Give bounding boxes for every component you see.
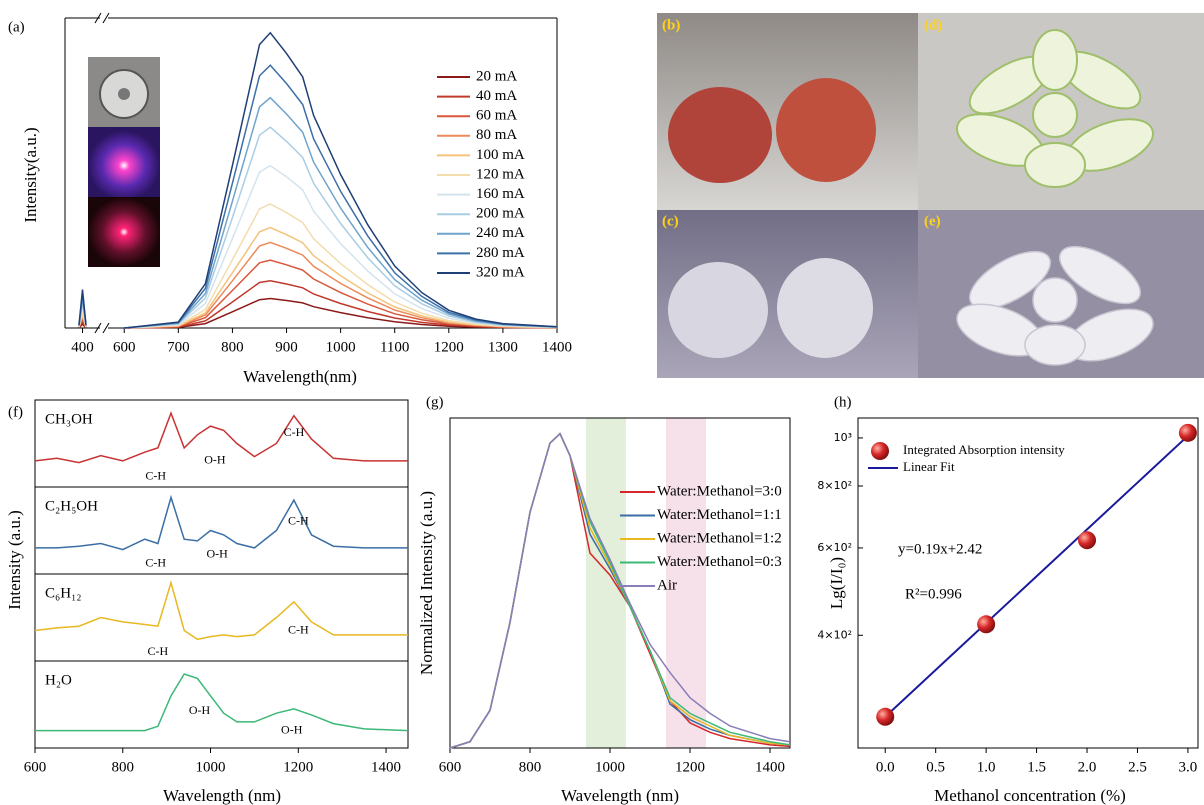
series-label: C₂H₅OH bbox=[45, 498, 98, 514]
y-axis-title: Lg(I/I₀) bbox=[827, 557, 846, 609]
x-tick-label: 600 bbox=[24, 759, 47, 775]
legend-label: Water:Methanol=0:3 bbox=[657, 554, 782, 570]
y-tick-label: 8×10² bbox=[817, 479, 852, 492]
y-tick-label: 6×10² bbox=[817, 541, 852, 554]
series-label: H₂O bbox=[45, 672, 72, 688]
x-tick-label: 400 bbox=[71, 339, 94, 355]
y-axis-title: Intensity (a.u.) bbox=[5, 510, 24, 610]
fit-line bbox=[885, 436, 1188, 717]
x-tick-label: 900 bbox=[275, 339, 298, 355]
legend-label: Water:Methanol=3:0 bbox=[657, 483, 782, 499]
x-tick-label: 1200 bbox=[283, 759, 313, 775]
legend-label: 120 mA bbox=[476, 166, 525, 182]
legend-label: Water:Methanol=1:1 bbox=[657, 507, 782, 523]
annotation: O-H bbox=[281, 722, 303, 736]
annotation: C-H bbox=[288, 622, 309, 636]
legend-label: Integrated Absorption intensity bbox=[903, 442, 1065, 457]
annotation: O-H bbox=[206, 547, 228, 561]
x-tick-label: 0.5 bbox=[926, 759, 945, 775]
x-tick-label: 1200 bbox=[675, 759, 705, 775]
photo-glow-blue bbox=[88, 127, 160, 197]
photo-label: (c) bbox=[662, 213, 679, 229]
x-tick-label: 1.0 bbox=[977, 759, 996, 775]
data-point bbox=[1078, 531, 1096, 549]
x-tick-label: 1400 bbox=[755, 759, 785, 775]
series-line bbox=[35, 583, 408, 640]
annotation: O-H bbox=[189, 703, 211, 717]
series-line bbox=[35, 674, 408, 731]
x-tick-label: 2.5 bbox=[1128, 759, 1147, 775]
x-tick-label: 1400 bbox=[542, 339, 572, 355]
photo-device-chip bbox=[118, 88, 130, 100]
legend-label: 240 mA bbox=[476, 225, 525, 241]
x-tick-label: 800 bbox=[519, 759, 542, 775]
y-axis-title: Intensity(a.u.) bbox=[21, 127, 40, 222]
photo-label: (d) bbox=[924, 17, 942, 33]
legend-label: Air bbox=[657, 577, 677, 593]
annotation: C-H bbox=[284, 425, 305, 439]
panel-label: (h) bbox=[834, 394, 852, 410]
x-tick-label: 0.0 bbox=[876, 759, 895, 775]
x-axis-title: Methanol concentration (%) bbox=[934, 786, 1126, 805]
annotation: C-H bbox=[145, 468, 166, 482]
x-tick-label: 700 bbox=[167, 339, 190, 355]
legend-label: 100 mA bbox=[476, 147, 525, 163]
annotation: R²=0.996 bbox=[905, 586, 962, 602]
annotation: C-H bbox=[148, 644, 169, 658]
annotation: C-H bbox=[288, 514, 309, 528]
x-tick-label: 1100 bbox=[380, 339, 409, 355]
lychee bbox=[776, 78, 876, 182]
data-point bbox=[977, 615, 995, 633]
lychee-nir bbox=[777, 258, 873, 358]
y-axis-title: Normalized Intensity (a.u.) bbox=[417, 491, 436, 675]
x-tick-label: 800 bbox=[221, 339, 244, 355]
x-tick-label: 600 bbox=[113, 339, 136, 355]
x-tick-label: 1000 bbox=[595, 759, 625, 775]
x-axis-title: Wavelength(nm) bbox=[243, 367, 357, 386]
x-axis-title: Wavelength (nm) bbox=[163, 786, 281, 805]
x-tick-label: 800 bbox=[112, 759, 135, 775]
photo-glow-red bbox=[88, 197, 160, 267]
legend-swatch bbox=[871, 442, 889, 460]
x-axis-title: Wavelength (nm) bbox=[561, 786, 679, 805]
x-tick-label: 3.0 bbox=[1179, 759, 1198, 775]
legend-label: 320 mA bbox=[476, 264, 525, 280]
legend-label: 160 mA bbox=[476, 186, 525, 202]
panel-label: (f) bbox=[8, 404, 23, 420]
y-tick-label: 10³ bbox=[834, 431, 852, 444]
photo-label: (b) bbox=[662, 17, 680, 33]
series-label: CH₃OH bbox=[45, 411, 93, 427]
legend-label: 60 mA bbox=[476, 108, 517, 124]
x-tick-label: 600 bbox=[439, 759, 462, 775]
data-point bbox=[876, 708, 894, 726]
figure: (b) (c) (d) (e) 400 600 700 800 900 1000 1100 1… bbox=[0, 0, 1204, 805]
x-tick-label: 1.5 bbox=[1027, 759, 1046, 775]
panel-label: (a) bbox=[8, 19, 25, 35]
photo-label: (e) bbox=[924, 213, 941, 229]
legend-label: 80 mA bbox=[476, 127, 517, 143]
x-tick-label: 1300 bbox=[488, 339, 518, 355]
legend-label: Water:Methanol=1:2 bbox=[657, 530, 782, 546]
x-tick-label: 1400 bbox=[371, 759, 401, 775]
annotation: O-H bbox=[204, 453, 226, 467]
y-tick-label: 4×10² bbox=[817, 628, 852, 641]
x-tick-label: 1200 bbox=[434, 339, 464, 355]
x-tick-label: 1000 bbox=[196, 759, 226, 775]
panel-label: (g) bbox=[426, 394, 444, 410]
inset-photos bbox=[88, 57, 160, 267]
annotation: y=0.19x+2.42 bbox=[898, 541, 982, 557]
data-point bbox=[1179, 424, 1197, 442]
legend-label: 20 mA bbox=[476, 68, 517, 84]
legend-label: 40 mA bbox=[476, 88, 517, 104]
lychee bbox=[668, 87, 772, 183]
legend-label: 280 mA bbox=[476, 245, 525, 261]
annotation: C-H bbox=[145, 555, 166, 569]
lychee-nir bbox=[668, 262, 768, 358]
x-tick-label: 2.0 bbox=[1078, 759, 1097, 775]
series-label: C₆H₁₂ bbox=[45, 585, 82, 601]
legend-label: Linear Fit bbox=[903, 459, 955, 474]
photo-grid: (b) (c) (d) (e) bbox=[657, 13, 1204, 378]
legend-label: 200 mA bbox=[476, 206, 525, 222]
x-tick-label: 1000 bbox=[326, 339, 356, 355]
